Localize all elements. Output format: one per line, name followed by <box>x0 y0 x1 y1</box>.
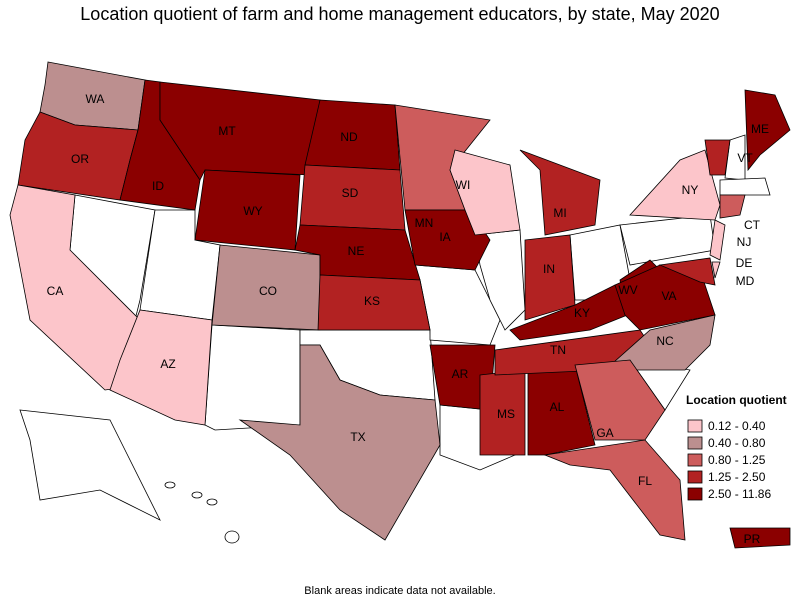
state <box>704 139 731 176</box>
state-blank <box>719 177 771 196</box>
state <box>524 234 576 321</box>
state-label: KS <box>364 294 380 308</box>
island <box>206 498 218 506</box>
island <box>191 491 203 499</box>
state-label: DE <box>736 256 753 270</box>
state-label: ME <box>751 122 769 136</box>
footnote: Blank areas indicate data not available. <box>304 585 495 597</box>
state <box>519 149 601 236</box>
legend-label: 0.80 - 1.25 <box>708 453 766 467</box>
state-label: TN <box>550 343 566 357</box>
state-label: OR <box>71 152 89 166</box>
state-label: KY <box>574 306 590 320</box>
state-label: GA <box>596 426 613 440</box>
legend-swatch <box>687 419 703 433</box>
state <box>543 439 686 541</box>
state-label: CO <box>259 284 277 298</box>
legend-swatch <box>687 436 703 450</box>
state <box>238 344 441 541</box>
legend-title: Location quotient <box>686 393 787 407</box>
state-label: MD <box>736 274 755 288</box>
map-title: Location quotient of farm and home manag… <box>80 4 719 24</box>
state-label: WV <box>618 283 637 297</box>
state <box>404 209 491 271</box>
state-label: IA <box>439 230 450 244</box>
state-label: WA <box>86 92 105 106</box>
state-label: VA <box>661 289 676 303</box>
state-label: VT <box>737 151 753 165</box>
legend-swatch <box>687 487 703 501</box>
state <box>711 261 721 279</box>
legend-swatch <box>687 453 703 467</box>
state-blank <box>204 324 301 431</box>
legend-label: 0.12 - 0.40 <box>708 419 766 433</box>
state <box>109 309 213 426</box>
island <box>164 481 176 489</box>
state <box>629 149 721 221</box>
state-blank <box>19 409 161 521</box>
state-label: NJ <box>737 235 752 249</box>
state <box>317 274 431 331</box>
state-label: ND <box>340 130 358 144</box>
legend-swatch <box>687 470 703 484</box>
state-label: MI <box>553 206 566 220</box>
state-label: FL <box>638 474 652 488</box>
state <box>729 527 791 549</box>
state-blank <box>619 214 716 266</box>
state-label: MS <box>497 407 515 421</box>
state-label: NY <box>682 183 699 197</box>
state <box>603 314 716 371</box>
state <box>719 194 746 219</box>
legend-label: 0.40 - 0.80 <box>708 436 766 450</box>
state-label: WY <box>243 204 262 218</box>
state-label: MT <box>218 124 236 138</box>
legend-label: 1.25 - 2.50 <box>708 470 766 484</box>
state-label: TX <box>350 430 365 444</box>
state-label: AZ <box>160 357 175 371</box>
state-label: PR <box>744 532 761 546</box>
state-label: NC <box>656 334 674 348</box>
state <box>449 149 521 236</box>
state-label: WI <box>456 178 471 192</box>
state-label: ID <box>152 179 164 193</box>
state-label: CA <box>47 284 64 298</box>
state-label: IN <box>543 262 555 276</box>
state-label: AL <box>550 400 565 414</box>
state-label: SD <box>342 186 359 200</box>
state-label: CT <box>744 218 761 232</box>
legend-label: 2.50 - 11.86 <box>708 487 771 501</box>
state-label: NE <box>348 244 365 258</box>
state-label: AR <box>452 367 469 381</box>
state <box>709 219 726 261</box>
state-label: MN <box>415 216 434 230</box>
state <box>744 89 791 172</box>
island <box>224 530 240 544</box>
state <box>658 257 716 286</box>
state <box>574 359 666 441</box>
